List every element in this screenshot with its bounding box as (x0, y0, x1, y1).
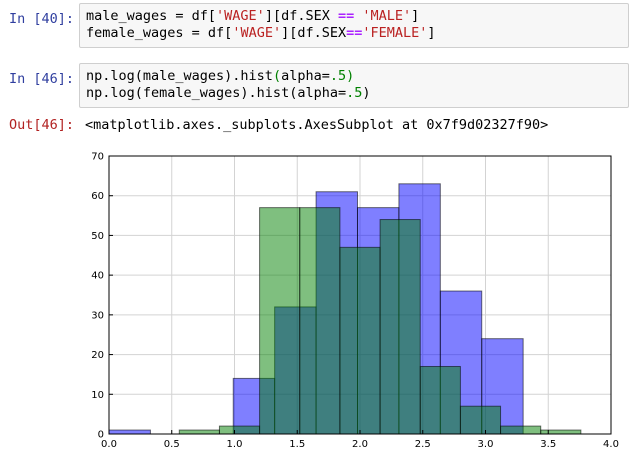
x-tick-label: 2.0 (352, 439, 368, 450)
histogram-bar-series-2 (259, 207, 301, 435)
histogram-chart: 0.0 0.5 1.0 1.5 2.0 2.5 3.0 3.5 4.0 0 10 20 30 40 50 6… (91, 152, 619, 451)
code-input-40[interactable]: male_wages = df['WAGE'][df.SEX == 'MALE'… (79, 3, 629, 48)
code-line: female_wages = df['WAGE'][df.SEX=='FEMAL… (86, 25, 622, 42)
code-token: .5 (329, 68, 347, 84)
y-tick-label: 70 (91, 152, 104, 163)
x-tick-label: 1.0 (227, 439, 243, 450)
histogram-bar-series-2 (339, 246, 381, 435)
histogram-bar-series-2 (178, 429, 220, 435)
y-tick-label: 40 (91, 271, 104, 282)
code-token: 'FEMALE' (362, 25, 428, 41)
x-tick-label: 3.0 (478, 439, 494, 450)
code-token: np.log(male_wages).hist (86, 68, 273, 84)
output-prompt-46: Out[46]: (9, 117, 75, 133)
code-token: female_wages = df[ (86, 25, 233, 41)
input-prompt-40: In [40]: (9, 11, 75, 27)
chart-bars (108, 183, 582, 435)
histogram-bar-series-2 (459, 405, 502, 435)
code-line: np.log(female_wages).hist(alpha=.5) (86, 85, 622, 102)
code-line: np.log(male_wages).hist(alpha=.5) (86, 68, 622, 85)
x-tick-label: 0.0 (101, 439, 117, 450)
code-token: 'WAGE' (232, 25, 282, 41)
histogram-bar-series-2 (218, 425, 261, 435)
y-tick-label: 30 (91, 310, 104, 321)
y-tick-label: 10 (91, 390, 104, 401)
code-token: 'WAGE' (216, 8, 265, 24)
x-tick-label: 1.5 (289, 439, 305, 450)
histogram-bar-series-2 (379, 219, 421, 435)
code-token: ] (427, 25, 436, 41)
y-tick-label: 0 (98, 430, 104, 441)
code-token: alpha= (281, 68, 330, 84)
code-token: ) (346, 68, 355, 84)
code-token: np.log(female_wages).hist(alpha= (86, 85, 347, 101)
x-tick-label: 0.5 (164, 439, 180, 450)
y-tick-label: 20 (91, 350, 104, 361)
code-input-46[interactable]: np.log(male_wages).hist(alpha=.5) np.log… (79, 63, 629, 108)
code-token: ( (272, 68, 282, 84)
y-axis-ticks: 0 10 20 30 40 50 60 70 (91, 152, 113, 441)
y-tick-label: 50 (91, 231, 104, 242)
input-prompt-46: In [46]: (9, 71, 75, 87)
y-tick-label: 60 (91, 191, 104, 202)
code-token: male_wages = df[ (86, 8, 217, 24)
histogram-bar-series-2 (540, 429, 582, 435)
code-token: ][df.SEX (281, 25, 347, 41)
code-token: .5 (346, 85, 363, 101)
code-token: == (337, 8, 355, 24)
histogram-bar-series-1 (108, 429, 151, 435)
code-token: ] (411, 8, 420, 24)
x-tick-label: 4.0 (603, 439, 619, 450)
x-axis-ticks: 0.0 0.5 1.0 1.5 2.0 2.5 3.0 3.5 4.0 (101, 430, 619, 450)
code-line: male_wages = df['WAGE'][df.SEX == 'MALE'… (86, 8, 622, 25)
output-repr-text: <matplotlib.axes._subplots.AxesSubplot a… (85, 117, 549, 133)
x-tick-label: 3.5 (540, 439, 556, 450)
code-token: ) (362, 85, 371, 101)
code-token: == (346, 25, 363, 41)
x-tick-label: 2.5 (415, 439, 431, 450)
code-token: ][df.SEX (264, 8, 338, 24)
code-token: 'MALE' (362, 8, 412, 24)
histogram-bar-series-2 (299, 207, 341, 435)
histogram-bar-series-2 (500, 425, 542, 435)
histogram-bar-series-2 (419, 365, 461, 435)
